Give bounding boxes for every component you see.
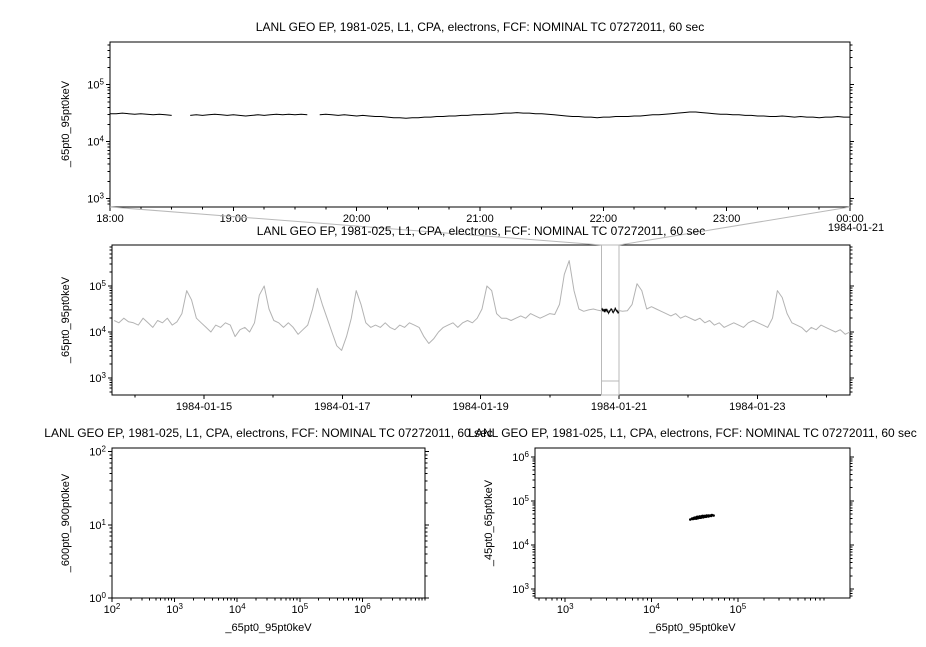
svg-text:00:00: 00:00 — [836, 213, 864, 225]
panel-bottom-right-xlabel: _65pt0_95pt0keV — [649, 622, 736, 634]
plot-area-scatter-600-900[interactable] — [111, 447, 426, 599]
svg-text:103: 103 — [166, 602, 183, 616]
svg-text:21:00: 21:00 — [466, 213, 494, 225]
plot-area-zoom-timeseries[interactable] — [109, 41, 851, 208]
svg-text:106: 106 — [512, 450, 529, 464]
svg-text:104: 104 — [229, 602, 246, 616]
svg-text:102: 102 — [104, 602, 121, 616]
svg-text:105: 105 — [89, 279, 106, 293]
svg-text:1984-01-17: 1984-01-17 — [314, 401, 370, 413]
panel-top-date-label: 1984-01-21 — [827, 222, 885, 234]
svg-text:105: 105 — [512, 494, 529, 508]
svg-text:103: 103 — [87, 191, 104, 205]
svg-text:105: 105 — [291, 602, 308, 616]
svg-text:22:00: 22:00 — [590, 213, 618, 225]
svg-text:104: 104 — [643, 602, 660, 616]
svg-text:103: 103 — [557, 602, 574, 616]
zoom-connector-right — [618, 206, 851, 246]
panel-top-ylabel: _65pt0_95pt0keV — [60, 80, 72, 168]
panel-bottom-right-ylabel: _45pt0_65pt0keV — [483, 479, 495, 567]
panel-scatter-45-65: 103 104 105 106 103 104 105 — [512, 447, 854, 616]
svg-text:100: 100 — [89, 591, 106, 605]
plot-area-scatter-45-65[interactable] — [534, 447, 851, 599]
svg-text:103: 103 — [512, 582, 529, 596]
svg-text:23:00: 23:00 — [713, 213, 741, 225]
highlighted-interval-series — [601, 307, 620, 315]
svg-text:20:00: 20:00 — [343, 213, 371, 225]
series-context-timeseries — [113, 260, 850, 351]
plot-area-context-timeseries[interactable] — [111, 244, 851, 396]
svg-text:104: 104 — [512, 538, 529, 552]
svg-text:1984-01-19: 1984-01-19 — [453, 401, 509, 413]
svg-text:103: 103 — [89, 371, 106, 385]
svg-text:1984-01-23: 1984-01-23 — [729, 401, 785, 413]
svg-text:102: 102 — [89, 445, 106, 459]
svg-text:19:00: 19:00 — [220, 213, 248, 225]
panel-middle-ylabel: _65pt0_95pt0keV — [60, 276, 72, 364]
svg-text:106: 106 — [354, 602, 371, 616]
svg-text:1984-01-15: 1984-01-15 — [176, 401, 232, 413]
svg-text:104: 104 — [89, 325, 106, 339]
svg-text:18:00: 18:00 — [96, 213, 124, 225]
panel-bottom-left-ylabel: _600pt0_900pt0keV — [60, 473, 72, 573]
zoom-connector-left — [109, 206, 602, 246]
panel-zoom-timeseries: 103 104 105 18:00 19:00 20:00 21:00 22:00 23:00 0… — [87, 41, 864, 225]
scatter-points-scatter-45-65 — [689, 513, 715, 521]
panel-bottom-left-xlabel: _65pt0_95pt0keV — [225, 622, 312, 634]
svg-text:1984-01-21: 1984-01-21 — [591, 401, 647, 413]
svg-text:105: 105 — [87, 78, 104, 92]
panel-scatter-600-900: 100 101 102 102 103 104 105 106 — [89, 445, 429, 616]
svg-text:101: 101 — [89, 518, 106, 532]
zoom-range-box[interactable] — [601, 244, 620, 396]
panel-context-timeseries: 103 104 105 1984-01-15 1984-01-17 1984-01-19 1… — [89, 206, 854, 413]
series-zoom-timeseries — [110, 111, 850, 119]
svg-text:105: 105 — [729, 602, 746, 616]
svg-text:104: 104 — [87, 135, 104, 149]
